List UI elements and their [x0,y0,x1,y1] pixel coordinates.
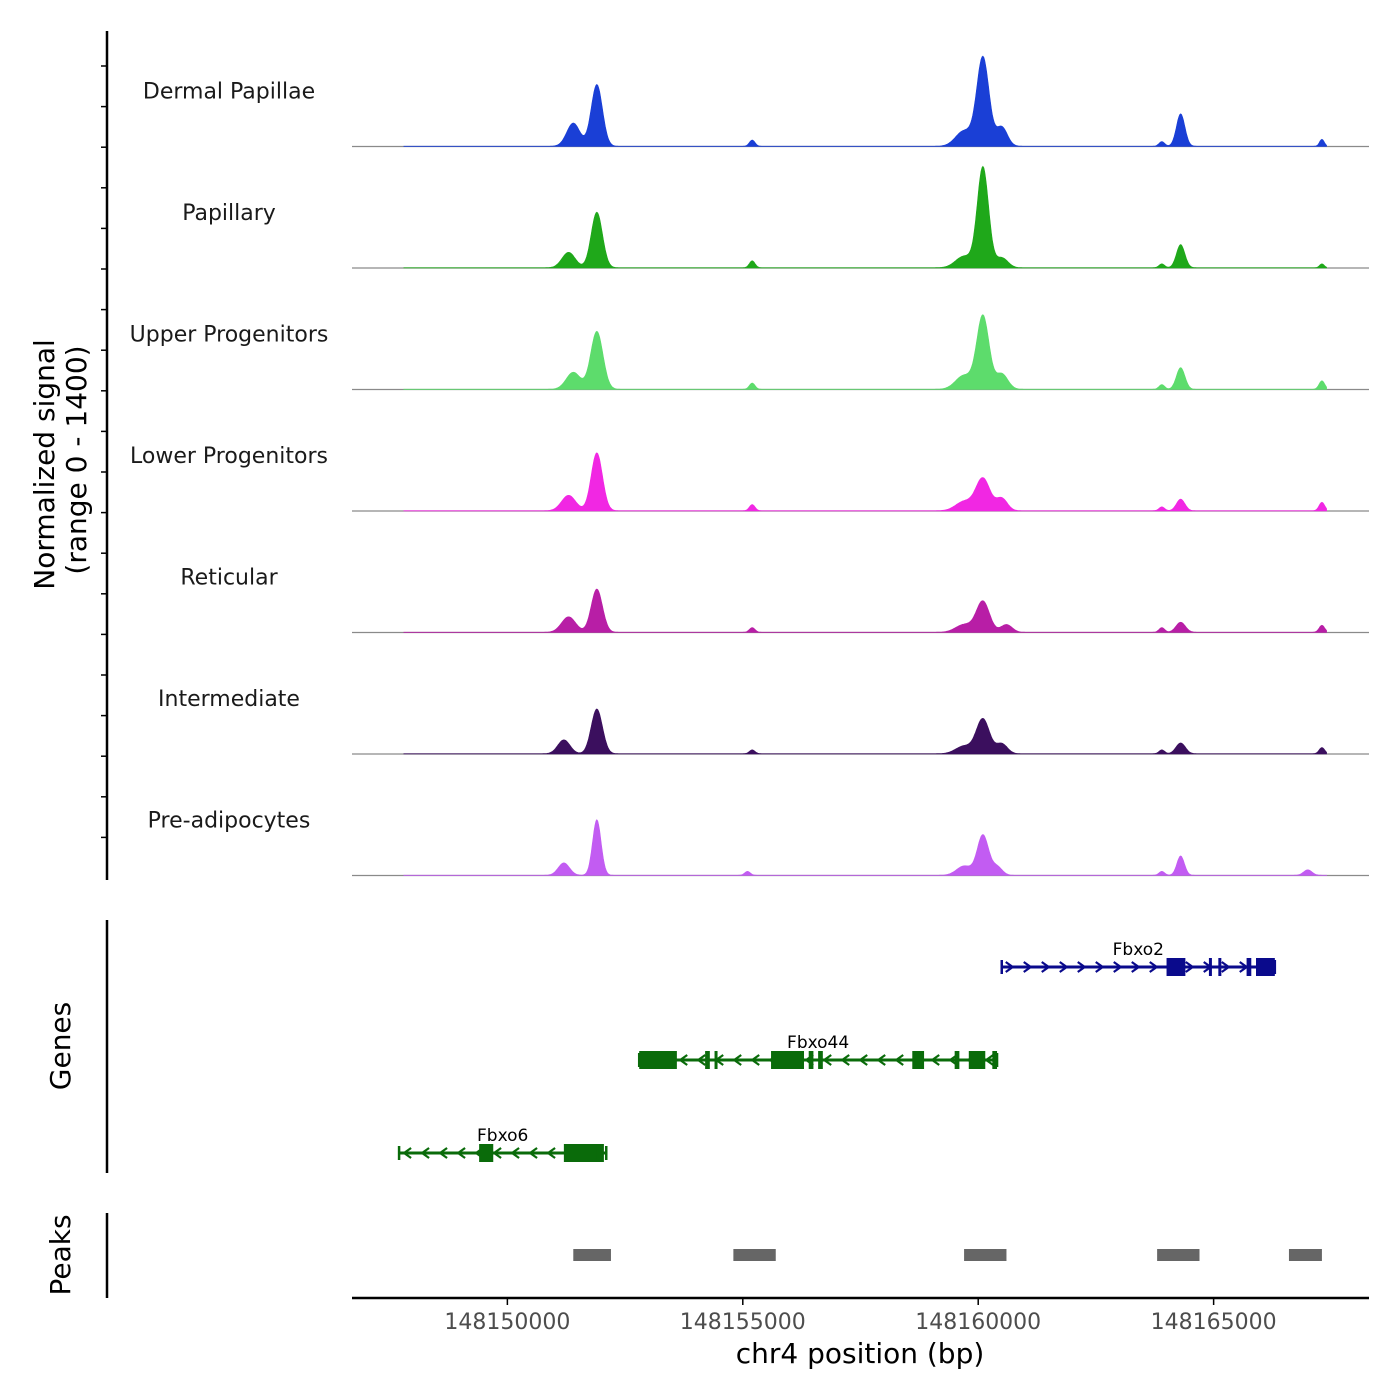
gene-exon [705,1051,710,1069]
x-axis-label: chr4 position (bp) [736,1337,985,1370]
gene-models: Fbxo2 Fbxo44 Fbxo6 [397,940,1277,1162]
track-1: Papillary [182,165,1369,269]
strand-arrow [438,1147,448,1159]
ylabel-line-2: (range 0 - 1400) [60,345,93,574]
gene-exon [1208,958,1212,976]
track-5: Intermediate [158,687,1369,755]
strand-arrow [1149,961,1159,973]
strand-arrow [1023,961,1033,973]
gene-exon [563,1144,600,1162]
gene-exon [596,1144,604,1162]
gene-Fbxo44: Fbxo44 [637,1033,999,1069]
track-0: Dermal Papillae [143,55,1369,148]
peak-regions [573,1249,1322,1261]
coverage-tracks: Dermal Papillae Papillary Upper Progenitor… [130,55,1369,877]
strand-arrow [1041,961,1051,973]
peak-region [733,1249,776,1261]
strand-arrow [930,1054,940,1066]
strand-arrow [420,1147,430,1159]
strand-arrow [1095,961,1105,973]
strand-arrow [510,1147,520,1159]
gene-exon [479,1144,494,1162]
strand-arrow [546,1147,556,1159]
gene-exon [808,1051,814,1069]
gene-label: Fbxo6 [477,1126,528,1146]
x-tick-label: 148150000 [444,1310,570,1335]
x-tick-label: 148155000 [680,1310,806,1335]
track-6: Pre-adipocytes [148,809,1369,877]
strand-arrow [732,1054,742,1066]
track-signal-area [403,819,1327,876]
peaks-axis-label: Peaks [44,1214,77,1295]
strand-arrow [1221,961,1231,973]
strand-arrow [678,1054,688,1066]
track-signal-area [403,314,1327,390]
gene-exon [992,1051,998,1069]
track-label: Pre-adipocytes [148,809,311,834]
gene-exon [639,1051,677,1069]
gene-exon [1256,958,1275,976]
strand-arrow [402,1147,412,1159]
gene-label: Fbxo44 [787,1033,849,1053]
track-signal-area [403,55,1327,147]
strand-arrow [1113,961,1123,973]
coverage-y-ticks [101,65,107,839]
strand-arrow [894,1054,904,1066]
x-axis-ticks: 148150000 148155000 148160000 148165000 [444,1298,1277,1335]
track-label: Reticular [180,566,278,591]
ylabel-line-1: Normalized signal [28,339,61,590]
gene-label: Fbxo2 [1113,940,1164,960]
gene-exon [912,1051,925,1069]
gene-exon [818,1051,823,1069]
gene-exon [1246,958,1252,976]
track-signal-area [403,708,1327,755]
strand-arrow [822,1054,832,1066]
strand-arrow [876,1054,886,1066]
strand-arrow [1131,961,1141,973]
gene-exon [1166,958,1186,976]
track-label: Upper Progenitors [130,323,329,348]
strand-arrow [1005,961,1015,973]
strand-arrow [750,1054,760,1066]
track-label: Dermal Papillae [143,80,315,105]
coverage-y-axis-label: Normalized signal (range 0 - 1400) [28,330,93,589]
track-label: Papillary [182,201,276,226]
strand-arrow [1185,961,1195,973]
track-2: Upper Progenitors [130,314,1369,391]
gene-Fbxo2: Fbxo2 [1000,940,1277,976]
gene-exon [968,1051,986,1069]
gene-exon [771,1051,804,1069]
strand-arrow [984,1054,994,1066]
gene-exon [954,1051,960,1069]
track-signal-area [403,588,1327,633]
peak-region [1157,1249,1200,1261]
track-signal-area [403,165,1327,269]
track-3: Lower Progenitors [130,444,1369,512]
strand-arrow [840,1054,850,1066]
track-label: Lower Progenitors [130,444,328,469]
track-label: Intermediate [158,687,300,712]
strand-arrow [1059,961,1069,973]
strand-arrow [456,1147,466,1159]
strand-arrow [492,1147,502,1159]
peak-region [1288,1249,1322,1261]
peak-region [573,1249,611,1261]
x-tick-label: 148165000 [1151,1310,1277,1335]
track-signal-area [403,452,1327,512]
track-4: Reticular [180,566,1369,634]
strand-arrow [528,1147,538,1159]
x-tick-label: 148160000 [915,1310,1041,1335]
genes-axis-label: Genes [44,1002,77,1090]
strand-arrow [1077,961,1087,973]
peak-region [964,1249,1007,1261]
strand-arrow [858,1054,868,1066]
gene-Fbxo6: Fbxo6 [397,1126,608,1162]
gene-exon [1218,958,1222,976]
gene-exon [714,1051,718,1069]
strand-arrow [696,1054,706,1066]
